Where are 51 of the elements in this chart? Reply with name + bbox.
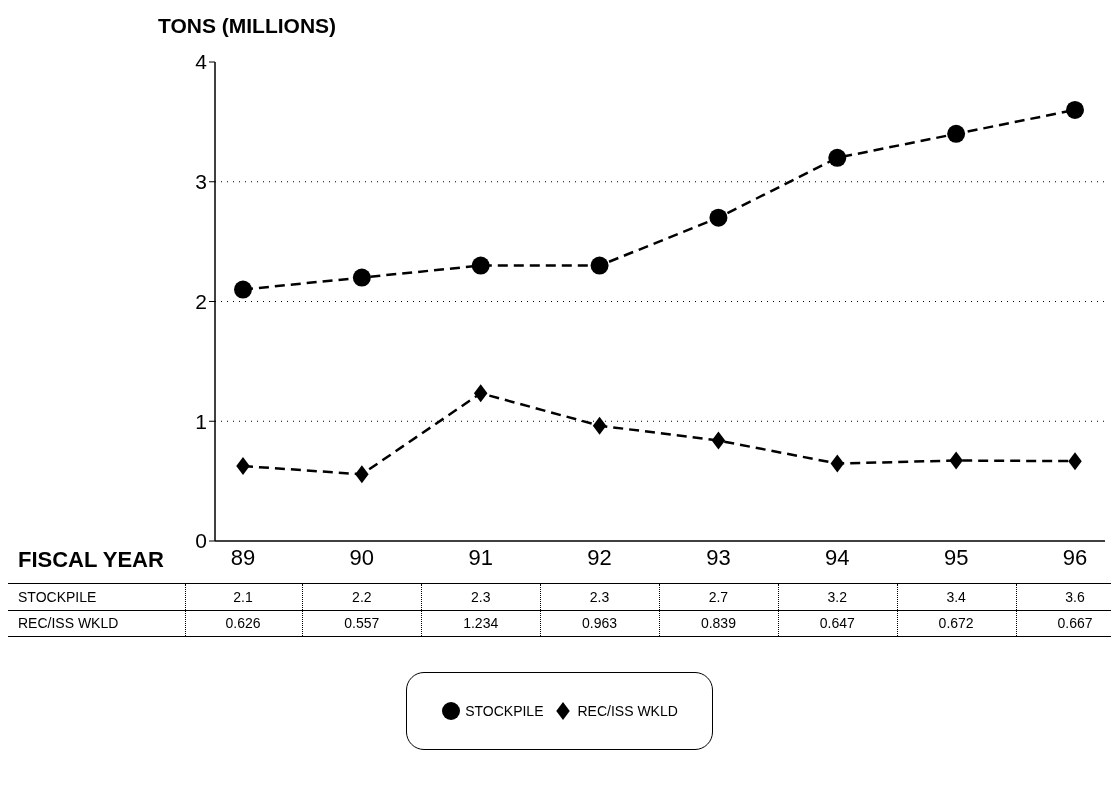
point	[352, 268, 371, 287]
point	[592, 416, 607, 435]
point	[471, 256, 490, 275]
x-tick-label: 91	[468, 544, 493, 570]
data-label: 0.626	[224, 615, 262, 631]
x-tick-label: 89	[230, 544, 256, 570]
point	[709, 208, 728, 227]
point	[711, 431, 726, 450]
point	[590, 256, 609, 275]
point	[828, 148, 847, 167]
point	[473, 384, 488, 403]
point	[949, 451, 963, 470]
data-label: 3.4	[945, 589, 967, 605]
point	[1066, 100, 1084, 119]
legend-label: REC/ISS WKLD	[577, 703, 678, 719]
point	[830, 454, 845, 473]
data-label: 0.963	[581, 615, 619, 631]
data-label: 2.3	[469, 589, 492, 605]
text: STOCKPILE	[18, 589, 97, 605]
point	[355, 465, 369, 484]
y-tick-label: 4	[195, 50, 208, 74]
data-label: 2.2	[351, 589, 373, 605]
point	[947, 124, 966, 143]
x-tick-label: 96	[1062, 544, 1088, 570]
y-axis-title: TONS (MILLIONS)	[158, 14, 337, 38]
x-tick-label: 94	[825, 544, 850, 570]
y-tick-label: 1	[195, 409, 207, 433]
x-tick-label: 95	[943, 544, 969, 570]
data-label: 0.647	[818, 615, 856, 631]
x-axis-title: FISCAL YEAR	[18, 547, 164, 573]
data-label: 2.3	[588, 589, 611, 605]
data-label: 0.672	[937, 615, 975, 631]
y-tick-label: 0	[195, 529, 207, 553]
point	[1068, 452, 1082, 471]
text: REC/ISS WKLD	[18, 615, 119, 631]
point	[236, 457, 250, 476]
y-tick-label: 3	[195, 170, 207, 194]
x-tick-label: 90	[349, 544, 375, 570]
point	[234, 280, 252, 299]
x-tick-label: 92	[587, 544, 612, 570]
data-label: 1.234	[462, 615, 500, 631]
data-label: 0.667	[1056, 615, 1094, 631]
data-label: 0.557	[343, 615, 381, 631]
data-label: 2.7	[707, 589, 730, 605]
data-label: 2.1	[232, 589, 254, 605]
data-label: 3.6	[1064, 589, 1086, 605]
y-tick-label: 2	[195, 289, 207, 313]
data-label: 3.2	[826, 589, 848, 605]
legend-label: STOCKPILE	[465, 703, 544, 719]
x-tick-label: 93	[706, 544, 731, 570]
data-label: 0.839	[699, 615, 737, 631]
